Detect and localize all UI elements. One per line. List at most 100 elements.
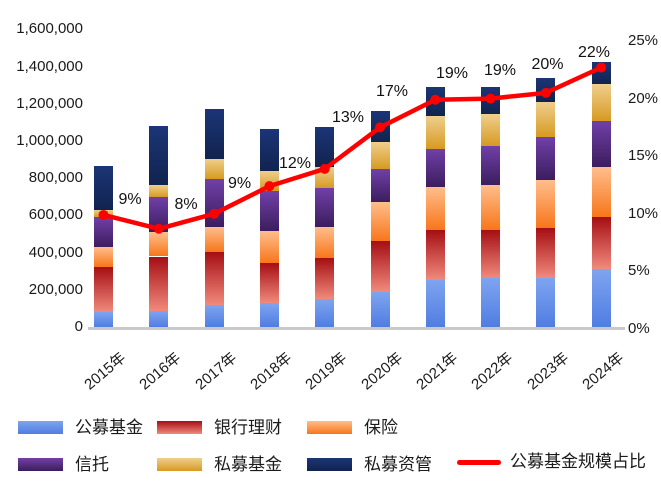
line-data-label: 17% (375, 83, 409, 100)
bar-segment-3 (204, 227, 224, 253)
bar-segment-2 (204, 252, 224, 306)
bar-segment-4 (149, 197, 169, 233)
legend-label: 银行理财 (214, 418, 282, 437)
legend-swatch-1 (18, 421, 63, 434)
bar-segment-4 (536, 137, 556, 181)
x-axis-line (88, 327, 625, 330)
legend-swatch-4 (18, 458, 63, 471)
bar-segment-1 (315, 299, 335, 327)
y-axis-tick-label: 400,000 (28, 243, 83, 261)
right-axis-tick-label: 0% (628, 320, 650, 337)
legend-swatch-5 (157, 458, 202, 471)
bar-segment-5 (425, 116, 445, 150)
legend-label: 私募基金 (214, 455, 282, 474)
line-data-label: 8% (174, 196, 198, 213)
x-axis-label: 2020年 (357, 349, 406, 394)
x-axis-label: 2023年 (523, 349, 572, 394)
bar-segment-3 (370, 202, 390, 242)
bar-segment-6 (259, 128, 279, 172)
bar-segment-1 (370, 291, 390, 327)
line-data-label: 20% (531, 56, 564, 73)
bar-segment-2 (94, 266, 113, 313)
bar-segment-2 (536, 228, 556, 278)
bar-segment-2 (425, 229, 445, 280)
line-data-label: 19% (483, 62, 517, 79)
x-axis-label: 2016年 (136, 349, 185, 394)
line-data-label: 12% (278, 155, 312, 172)
legend-label: 私募资管 (364, 455, 432, 474)
bar-segment-2 (149, 256, 169, 311)
legend-label: 公募基金 (75, 418, 143, 437)
bar-segment-5 (370, 141, 390, 170)
right-axis-tick-label: 15% (628, 147, 659, 165)
y-axis-tick-label: 1,200,000 (16, 94, 83, 112)
right-axis-tick-label: 10% (628, 204, 659, 222)
x-axis-label: 2017年 (191, 349, 240, 394)
bar-segment-5 (149, 185, 169, 198)
right-axis-tick-label: 5% (628, 262, 650, 280)
bar-segment-3 (481, 185, 501, 230)
bar-segment-1 (591, 268, 611, 327)
y-axis-tick-label: 1,600,000 (16, 20, 83, 38)
bar-segment-2 (481, 229, 501, 278)
bar-segment-6 (591, 62, 611, 85)
line-data-label: 9% (227, 174, 252, 192)
x-axis-label: 2022年 (468, 349, 517, 394)
y-axis-tick-label: 0 (74, 318, 83, 335)
bar-segment-2 (259, 262, 279, 303)
bar-segment-2 (370, 241, 390, 292)
bar-segment-5 (481, 114, 501, 147)
bar-segment-4 (204, 178, 224, 228)
bar-segment-6 (149, 125, 169, 186)
bar-segment-1 (259, 302, 279, 327)
bar-segment-6 (370, 110, 390, 142)
legend-swatch-2 (157, 421, 202, 434)
bar-segment-6 (315, 127, 335, 168)
bar-segment-4 (591, 120, 611, 168)
bar-segment-2 (591, 217, 611, 269)
right-axis-tick-label: 20% (628, 89, 659, 107)
legend-swatch-6 (307, 458, 352, 471)
bar-segment-6 (536, 77, 556, 102)
bar-segment-5 (259, 171, 279, 192)
bar-segment-4 (481, 146, 501, 186)
bar-segment-4 (259, 191, 279, 232)
bar-segment-3 (425, 187, 445, 230)
legend-line-swatch (457, 460, 501, 465)
bar-segment-1 (204, 305, 224, 327)
bar-segment-4 (425, 149, 445, 188)
x-axis-label: 2019年 (302, 349, 351, 394)
line-data-label: 9% (118, 191, 142, 208)
y-axis-tick-label: 1,000,000 (16, 132, 83, 149)
bar-segment-5 (94, 209, 113, 217)
right-axis-tick-label: 25% (628, 32, 659, 49)
bar-segment-6 (481, 86, 501, 114)
bar-segment-1 (94, 312, 113, 327)
y-axis-tick-label: 600,000 (28, 206, 83, 224)
bar-segment-6 (204, 108, 224, 159)
y-axis-tick-label: 1,400,000 (16, 57, 83, 75)
bar-segment-4 (370, 169, 390, 203)
bar-segment-5 (315, 167, 335, 189)
y-axis-tick-label: 800,000 (28, 169, 83, 187)
line-data-label: 22% (577, 44, 611, 61)
bar-segment-3 (94, 246, 113, 267)
legend-label: 保险 (364, 418, 398, 437)
x-axis-label: 2021年 (413, 349, 462, 394)
bar-segment-3 (315, 226, 335, 258)
bar-segment-5 (536, 101, 556, 138)
bar-segment-3 (259, 231, 279, 263)
bar-segment-4 (94, 216, 113, 247)
x-axis-label: 2018年 (247, 349, 296, 394)
bar-segment-2 (315, 257, 335, 300)
bar-segment-1 (536, 277, 556, 327)
bar-segment-1 (149, 310, 169, 327)
bar-segment-3 (536, 180, 556, 229)
line-data-label: 13% (331, 108, 365, 126)
bar-segment-1 (425, 279, 445, 327)
bar-segment-4 (315, 188, 335, 227)
bar-segment-3 (591, 167, 611, 218)
bar-segment-1 (481, 277, 501, 327)
legend-label: 信托 (75, 455, 109, 474)
